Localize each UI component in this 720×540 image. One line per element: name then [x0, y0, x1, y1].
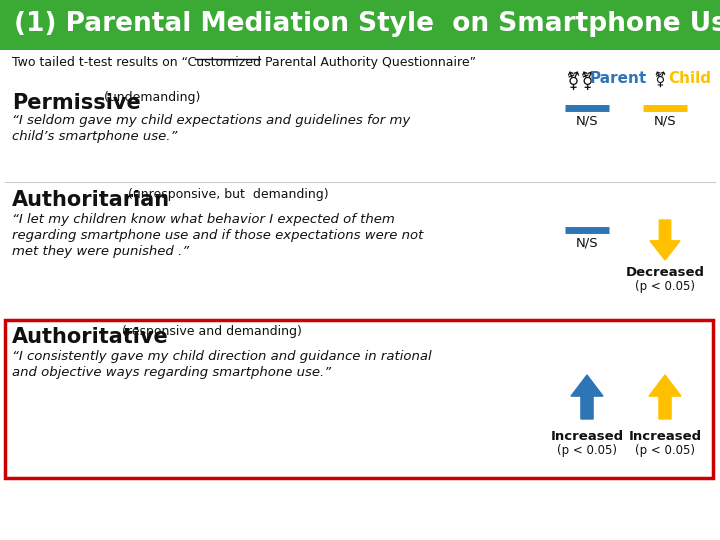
Text: Decreased: Decreased — [626, 266, 704, 279]
Text: (unresponsive, but  demanding): (unresponsive, but demanding) — [120, 188, 328, 201]
Text: Child: Child — [668, 71, 711, 86]
FancyBboxPatch shape — [0, 0, 720, 50]
Text: child’s smartphone use.”: child’s smartphone use.” — [12, 130, 177, 143]
Text: regarding smartphone use and if those expectations were not: regarding smartphone use and if those ex… — [12, 229, 423, 242]
Text: “I seldom gave my child expectations and guidelines for my: “I seldom gave my child expectations and… — [12, 114, 410, 127]
Text: ⚧: ⚧ — [653, 72, 666, 88]
Text: Authoritarian: Authoritarian — [12, 190, 170, 210]
Text: (p < 0.05): (p < 0.05) — [557, 444, 617, 457]
Polygon shape — [571, 375, 603, 419]
Text: Increased: Increased — [550, 430, 624, 443]
Text: and objective ways regarding smartphone use.”: and objective ways regarding smartphone … — [12, 366, 331, 379]
Text: N/S: N/S — [576, 114, 598, 127]
Text: (1) Parental Mediation Style  on Smartphone Use: (1) Parental Mediation Style on Smartpho… — [14, 11, 720, 37]
Text: (undemanding): (undemanding) — [100, 91, 200, 104]
Text: Increased: Increased — [629, 430, 701, 443]
Text: Authoritative: Authoritative — [12, 327, 168, 347]
Text: Permissive: Permissive — [12, 93, 140, 113]
Text: ⚧⚧: ⚧⚧ — [565, 72, 595, 91]
Text: “I consistently gave my child direction and guidance in rational: “I consistently gave my child direction … — [12, 350, 431, 363]
Text: met they were punished .”: met they were punished .” — [12, 245, 189, 258]
Text: N/S: N/S — [576, 236, 598, 249]
Text: N/S: N/S — [654, 114, 676, 127]
Text: (responsive and demanding): (responsive and demanding) — [114, 325, 302, 338]
Polygon shape — [649, 375, 681, 419]
Text: (p < 0.05): (p < 0.05) — [635, 280, 695, 293]
Text: (p < 0.05): (p < 0.05) — [635, 444, 695, 457]
Text: Parent: Parent — [590, 71, 647, 86]
Polygon shape — [650, 220, 680, 260]
Text: “I let my children know what behavior I expected of them: “I let my children know what behavior I … — [12, 213, 395, 226]
Text: Two tailed t-test results on “Customized Parental Authority Questionnaire”: Two tailed t-test results on “Customized… — [12, 56, 476, 69]
